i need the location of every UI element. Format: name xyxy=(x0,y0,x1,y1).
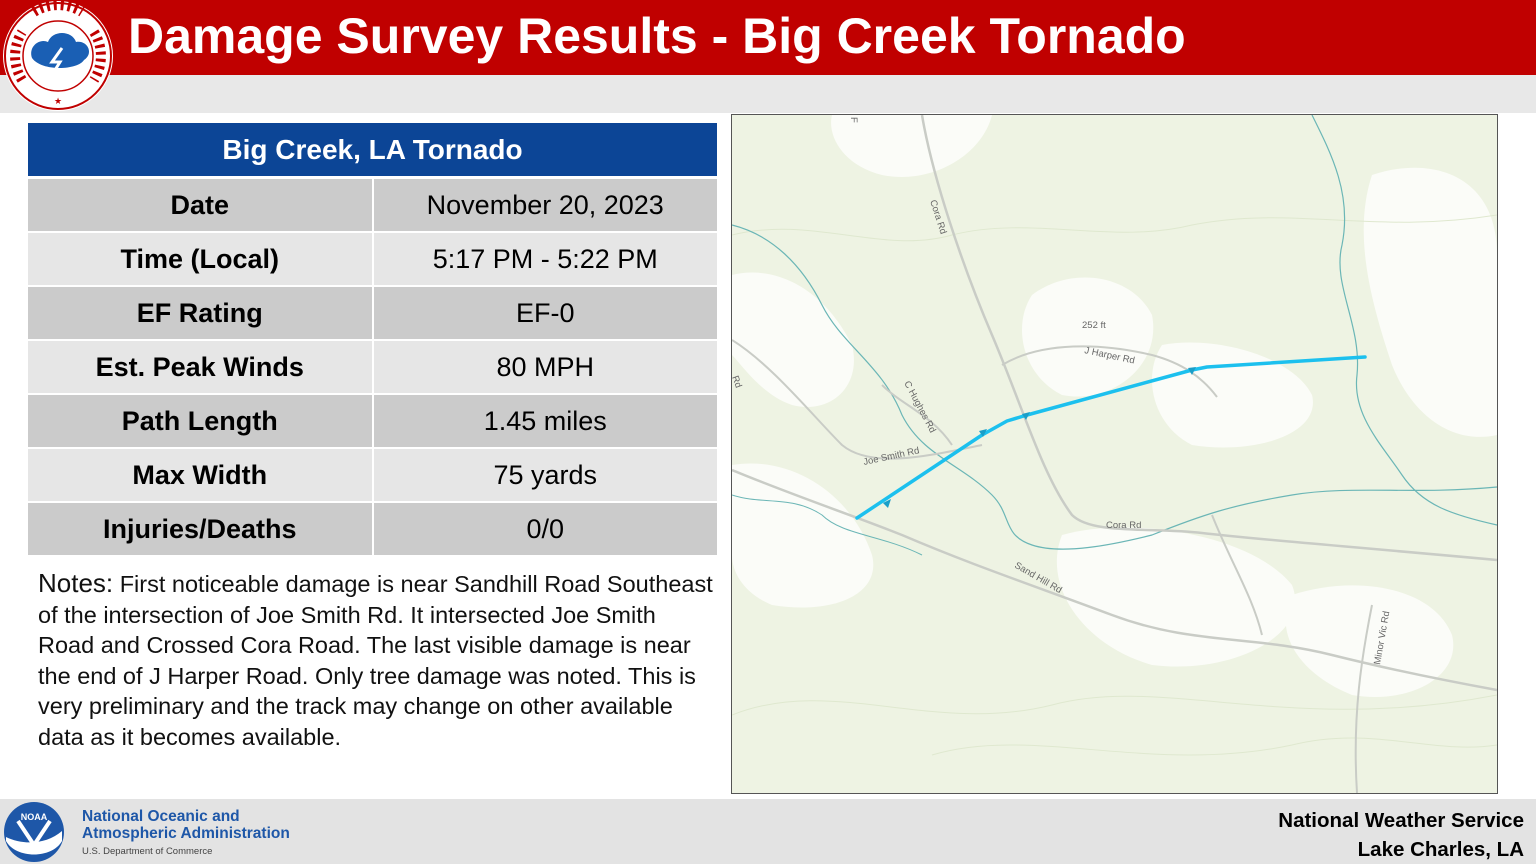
row-label: Date xyxy=(28,177,374,233)
road-minor-vic xyxy=(1354,604,1373,793)
table-row-ef-rating: EF Rating EF-0 xyxy=(28,286,717,341)
row-value: EF-0 xyxy=(372,286,717,341)
label-cora-rd-south: Cora Rd xyxy=(1106,520,1141,531)
table-row-time: Time (Local) 5:17 PM - 5:22 PM xyxy=(28,232,717,287)
row-value: 75 yards xyxy=(372,448,717,503)
track-direction-marker xyxy=(1188,367,1196,375)
noaa-agency-name: National Oceanic and Atmospheric Adminis… xyxy=(82,808,290,842)
table-row-date: Date November 20, 2023 xyxy=(28,177,717,233)
summary-table: Big Creek, LA Tornado Date November 20, … xyxy=(28,123,717,557)
map-clearing xyxy=(732,272,854,407)
label-edge-f: F xyxy=(848,117,859,123)
track-direction-marker xyxy=(979,429,987,437)
row-value: November 20, 2023 xyxy=(372,177,717,233)
road-c-hughes xyxy=(881,384,953,446)
notes-text: First noticeable damage is near Sandhill… xyxy=(38,571,713,750)
map-clearing xyxy=(831,115,992,177)
row-label: Injuries/Deaths xyxy=(28,502,374,557)
footer-bar xyxy=(0,799,1536,864)
map-clearing xyxy=(732,463,874,608)
header-strip xyxy=(0,75,1536,113)
header-bar xyxy=(0,0,1536,75)
map-contour xyxy=(732,694,1497,716)
road-spur xyxy=(1211,514,1263,636)
noaa-mark: NOAA xyxy=(21,812,48,822)
office-line-1: National Weather Service xyxy=(1278,809,1524,832)
map-canvas[interactable]: Cora Rd 252 ft J Harper Rd C Hughes Rd J… xyxy=(732,115,1497,793)
summary-panel: Big Creek, LA Tornado Date November 20, … xyxy=(28,123,717,557)
row-label: EF Rating xyxy=(28,286,374,341)
map-clearing xyxy=(1022,277,1154,397)
table-row-peak-winds: Est. Peak Winds 80 MPH xyxy=(28,340,717,395)
row-value: 0/0 xyxy=(372,502,717,557)
table-row-path-length: Path Length 1.45 miles xyxy=(28,394,717,449)
label-elevation: 252 ft xyxy=(1082,320,1106,331)
map-stream xyxy=(732,224,1497,550)
department-name: U.S. Department of Commerce xyxy=(82,846,213,857)
page-title: Damage Survey Results - Big Creek Tornad… xyxy=(128,8,1186,64)
row-label: Path Length xyxy=(28,394,374,449)
table-row-injuries: Injuries/Deaths 0/0 xyxy=(28,502,717,557)
map-stream xyxy=(732,494,923,556)
office-name: National Weather Service Lake Charles, L… xyxy=(1278,806,1524,864)
map-contour xyxy=(931,737,1497,756)
agency-line-2: Atmospheric Administration xyxy=(82,825,290,842)
notes-label: Notes: xyxy=(38,568,114,598)
map-clearing xyxy=(1363,167,1497,437)
road-joe-smith xyxy=(732,339,983,460)
map-contour xyxy=(732,214,1497,242)
label-edge-rd: Rd xyxy=(732,374,744,389)
tornado-track-map[interactable]: Cora Rd 252 ft J Harper Rd C Hughes Rd J… xyxy=(731,114,1498,794)
track-direction-marker xyxy=(883,499,891,508)
nws-logo: ★ xyxy=(3,0,113,111)
row-value: 5:17 PM - 5:22 PM xyxy=(372,232,717,287)
row-label: Time (Local) xyxy=(28,232,374,287)
road-cora xyxy=(920,115,1497,562)
row-label: Max Width xyxy=(28,448,374,503)
row-value: 1.45 miles xyxy=(372,394,717,449)
row-label: Est. Peak Winds xyxy=(28,340,374,395)
track-direction-marker xyxy=(1022,412,1030,420)
notes: Notes: First noticeable damage is near S… xyxy=(38,568,713,752)
agency-line-1: National Oceanic and xyxy=(82,808,240,825)
table-row-max-width: Max Width 75 yards xyxy=(28,448,717,503)
map-stream xyxy=(1311,115,1497,526)
road-j-harper xyxy=(1001,345,1218,398)
table-heading: Big Creek, LA Tornado xyxy=(28,123,717,179)
office-line-2: Lake Charles, LA xyxy=(1357,838,1524,861)
map-clearing xyxy=(1285,585,1454,697)
noaa-logo-icon: NOAA xyxy=(4,802,64,862)
logo-star: ★ xyxy=(54,97,62,107)
row-value: 80 MPH xyxy=(372,340,717,395)
map-clearing xyxy=(1056,527,1296,667)
